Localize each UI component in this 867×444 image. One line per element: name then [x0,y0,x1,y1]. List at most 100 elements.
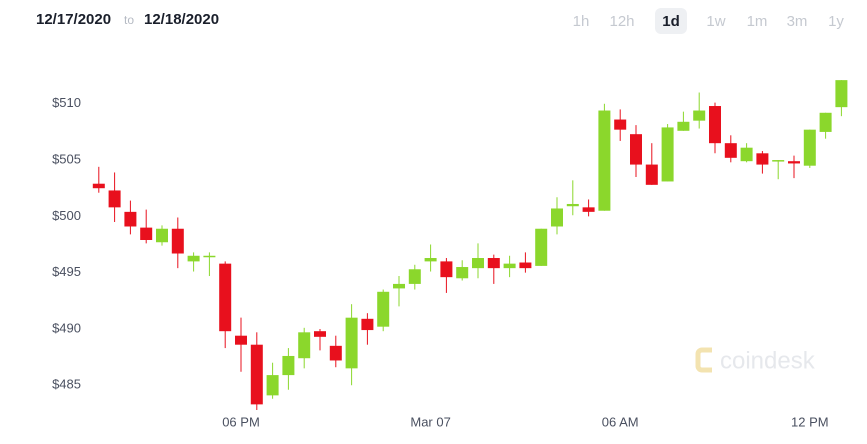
candle [219,261,232,349]
candle-body [803,129,816,166]
candle [235,317,247,372]
candle [393,276,405,307]
candle-body [598,110,611,211]
candle [835,80,848,117]
candle-body [361,318,374,331]
range-button[interactable]: 1m [747,13,768,30]
candle [566,180,579,216]
y-tick-label: $485 [52,377,81,392]
candle-body [140,227,153,240]
candle [408,264,421,290]
candle [740,143,753,163]
candle [772,160,785,180]
watermark-icon [695,347,712,373]
candle-body [835,80,848,108]
x-tick-label: Mar 07 [410,414,450,429]
candle-body [472,258,484,269]
candle-body [92,183,105,189]
candle [693,92,706,129]
watermark-text: coindesk [720,347,816,374]
candle-body [345,317,358,369]
date-to-word: to [124,13,134,27]
candle-body [693,110,706,121]
candle-body [250,344,263,405]
candle-body [171,228,184,254]
candle [677,111,690,131]
candle [614,109,627,141]
candle-body [203,255,216,258]
candle [266,362,279,399]
candle [282,348,295,390]
candle-body [408,269,421,284]
candle-body [677,121,690,131]
range-button[interactable]: 12h [609,13,634,30]
candle [788,155,800,179]
candle-body [219,263,232,332]
candle [440,258,453,293]
candle [156,225,168,246]
candle [756,151,769,174]
range-button[interactable]: 1y [828,13,844,30]
candle-body [551,208,563,227]
candle-body [456,267,469,279]
candle-body [298,332,311,359]
candle [171,217,184,269]
range-button-bg [655,8,687,34]
candle [803,129,816,168]
candle-body [235,335,247,345]
candle [724,135,737,163]
candle-body [630,134,642,165]
candle [598,103,611,211]
candle [140,209,153,244]
candle [819,112,832,139]
candle-body [756,153,769,165]
candle-body [187,255,200,262]
candle-body [266,375,279,396]
y-tick-label: $510 [52,95,81,110]
x-tick-label: 12 PM [791,414,829,429]
candle-body [440,261,453,278]
candle [645,143,658,185]
candle-body [124,211,137,227]
candle-body [614,119,627,130]
candle [661,124,674,182]
range-button[interactable]: 3m [787,13,808,30]
range-button[interactable]: 1w [706,13,725,30]
y-tick-label: $490 [52,320,81,335]
y-tick-label: $495 [52,264,81,279]
date-to[interactable]: 12/18/2020 [144,11,219,28]
candle [472,243,484,279]
candle-body [582,207,595,212]
range-button[interactable]: 1d [662,13,680,30]
x-tick-label: 06 PM [222,414,260,429]
candle-body [724,143,737,158]
candle-body [329,345,342,361]
candle-body [566,203,579,207]
candle-body [314,331,326,337]
candle-body [156,228,168,243]
candle [377,289,390,332]
candle [535,228,548,266]
candle [108,172,121,222]
candle [519,252,532,273]
candle [709,102,721,154]
candle-body [503,263,516,269]
candle-body [487,258,500,269]
candle [329,335,342,368]
candle-body [645,164,658,185]
candle [582,199,595,217]
candle [203,252,216,277]
candle-body [377,291,390,327]
candle [456,260,469,281]
candle-body [519,262,532,269]
candle [551,197,563,235]
range-button[interactable]: 1h [573,13,590,30]
candle-body [393,283,405,289]
candle-body [535,228,548,266]
candle-body [709,106,721,144]
candle-body [424,258,437,262]
candle [298,327,311,369]
date-from[interactable]: 12/17/2020 [36,11,111,28]
watermark: coindesk [695,347,816,374]
